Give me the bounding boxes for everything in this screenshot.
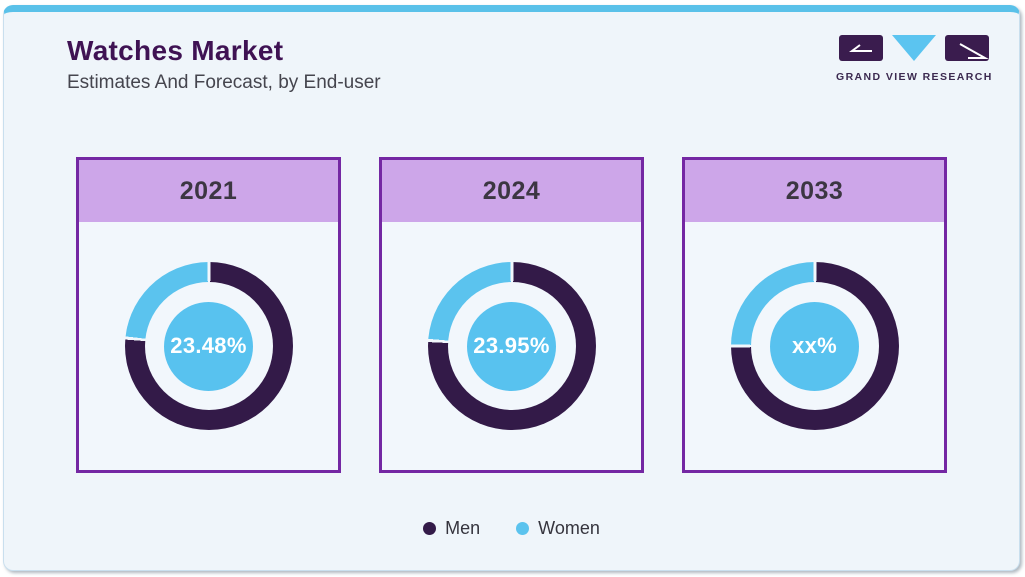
donut-chart-2024: 23.95% (427, 262, 596, 430)
grand-view-research-logo: GRAND VIEW RESEARCH (836, 33, 992, 83)
legend-label: Women (538, 518, 600, 538)
logo-wordmark: GRAND VIEW RESEARCH (836, 71, 993, 83)
donut-center-value: 23.48% (164, 301, 253, 391)
card-year-header: 2033 (685, 160, 944, 222)
donut-hole: xx% (750, 282, 879, 410)
card-body: xx% (685, 222, 944, 470)
gvr-logo-icon (839, 35, 989, 61)
page-subtitle: Estimates And Forecast, by End-user (67, 72, 381, 93)
women-color-dot-icon (516, 522, 530, 535)
donut-chart-2033: xx% (730, 262, 899, 430)
donut-card-2021: 2021 23.48% (76, 157, 341, 473)
card-year-header: 2021 (79, 160, 338, 222)
legend-label: Men (445, 518, 481, 538)
card-body: 23.95% (382, 222, 641, 470)
card-body: 23.48% (79, 222, 338, 470)
donut-card-2024: 2024 23.95% (379, 157, 644, 473)
page-title: Watches Market (67, 35, 284, 66)
donut-card-2033: 2033 xx% (682, 157, 947, 473)
donut-center-value: 23.95% (467, 301, 556, 391)
card-year-header: 2024 (382, 160, 641, 222)
men-color-dot-icon (423, 522, 437, 535)
donut-cards-row: 2021 23.48% 2024 23.95% 2033 (4, 157, 1019, 473)
donut-chart-2021: 23.48% (124, 262, 293, 430)
donut-center-value: xx% (770, 301, 859, 391)
page-header: Watches Market Estimates And Forecast, b… (67, 35, 381, 94)
donut-hole: 23.48% (144, 282, 273, 410)
infographic-panel: Watches Market Estimates And Forecast, b… (3, 5, 1020, 571)
legend-item-men: Men (423, 518, 480, 539)
donut-hole: 23.95% (447, 282, 576, 410)
legend-item-women: Women (516, 518, 600, 539)
chart-legend: Men Women (4, 518, 1019, 539)
